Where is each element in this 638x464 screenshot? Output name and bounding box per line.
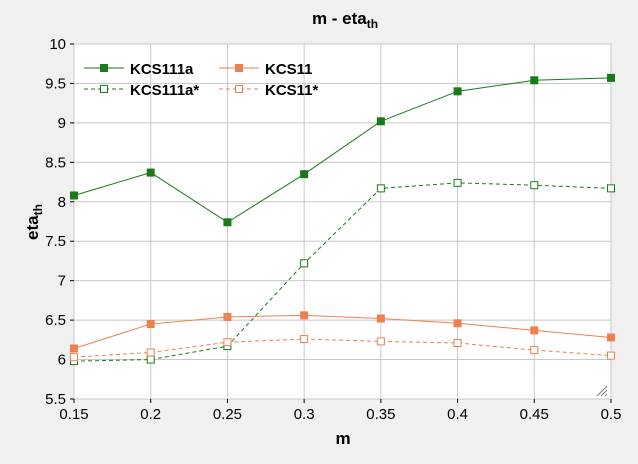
data-point	[70, 344, 78, 353]
data-point	[453, 178, 462, 187]
y-tick-label: 9.5	[45, 75, 66, 92]
resize-grip-icon[interactable]	[596, 385, 608, 397]
y-tick-label: 10	[49, 36, 66, 53]
legend-label: KCS11	[265, 61, 313, 78]
legend-item: KCS11	[219, 61, 313, 78]
data-point	[300, 259, 309, 268]
series-kcs111a	[70, 73, 615, 227]
series-kcs11	[70, 311, 615, 353]
data-point	[300, 170, 309, 179]
x-tick-label: 0.2	[140, 406, 161, 423]
data-point	[70, 191, 78, 200]
data-point	[376, 117, 385, 126]
series-kcs11-	[70, 335, 615, 362]
chart-title: m - etath	[312, 9, 378, 31]
y-tick-label: 8.5	[45, 154, 66, 171]
y-tick-label: 9	[58, 115, 66, 132]
data-point	[376, 314, 385, 323]
y-axis-label: etath	[23, 204, 45, 240]
x-tick-label: 0.3	[294, 406, 315, 423]
data-point	[70, 353, 78, 362]
legend-item: KCS111a*	[84, 82, 199, 99]
data-point	[376, 184, 385, 193]
series-line	[73, 338, 612, 358]
data-point	[607, 333, 615, 342]
legend: KCS111a KCS11 KCS111a* KCS11*	[84, 61, 319, 99]
data-point	[530, 346, 539, 355]
x-tick-label: 0.15	[59, 406, 88, 423]
data-point	[530, 181, 539, 190]
legend-item: KCS11*	[219, 82, 319, 99]
axes: 0.15 0.2 0.25 0.3 0.35 0.4 0.45 0.5 5.5 6 6.5 7 7.5 8…	[45, 36, 621, 423]
y-tick-label: 5.5	[45, 391, 66, 408]
y-tick-label: 7	[58, 273, 66, 290]
data-point	[453, 87, 462, 96]
data-point	[607, 73, 615, 82]
data-point	[376, 337, 385, 346]
x-tick-label: 0.35	[366, 406, 395, 423]
y-tick-label: 7.5	[45, 233, 66, 250]
data-point	[530, 76, 539, 85]
legend-marker	[235, 85, 243, 93]
legend-item: KCS111a	[84, 61, 194, 78]
y-tick-label: 6	[58, 352, 66, 369]
series-line	[73, 77, 612, 223]
x-tick-label: 0.25	[213, 406, 242, 423]
data-point	[146, 168, 155, 177]
data-point	[223, 312, 232, 321]
data-point	[223, 338, 232, 347]
data-point	[453, 338, 462, 347]
legend-label: KCS11*	[265, 82, 319, 99]
data-point	[146, 355, 155, 364]
legend-marker	[100, 64, 108, 72]
data-point	[223, 218, 232, 227]
data-point	[146, 320, 155, 329]
legend-label: KCS111a*	[130, 82, 199, 99]
data-point	[300, 311, 309, 320]
data-point	[530, 326, 539, 335]
legend-label: KCS111a	[130, 61, 194, 78]
grid-lines	[73, 43, 612, 400]
legend-marker	[235, 64, 243, 72]
data-point	[300, 335, 309, 344]
data-point	[607, 184, 615, 193]
x-tick-label: 0.4	[447, 406, 468, 423]
data-point	[146, 348, 155, 357]
data-point	[607, 351, 615, 360]
x-tick-label: 0.45	[520, 406, 549, 423]
series-group	[70, 73, 615, 366]
y-tick-label: 8	[58, 194, 66, 211]
x-axis-label: m	[335, 429, 350, 448]
y-tick-label: 6.5	[45, 312, 66, 329]
legend-marker	[100, 85, 108, 93]
x-tick-label: 0.5	[601, 406, 622, 423]
series-line	[73, 314, 612, 349]
data-point	[453, 319, 462, 328]
